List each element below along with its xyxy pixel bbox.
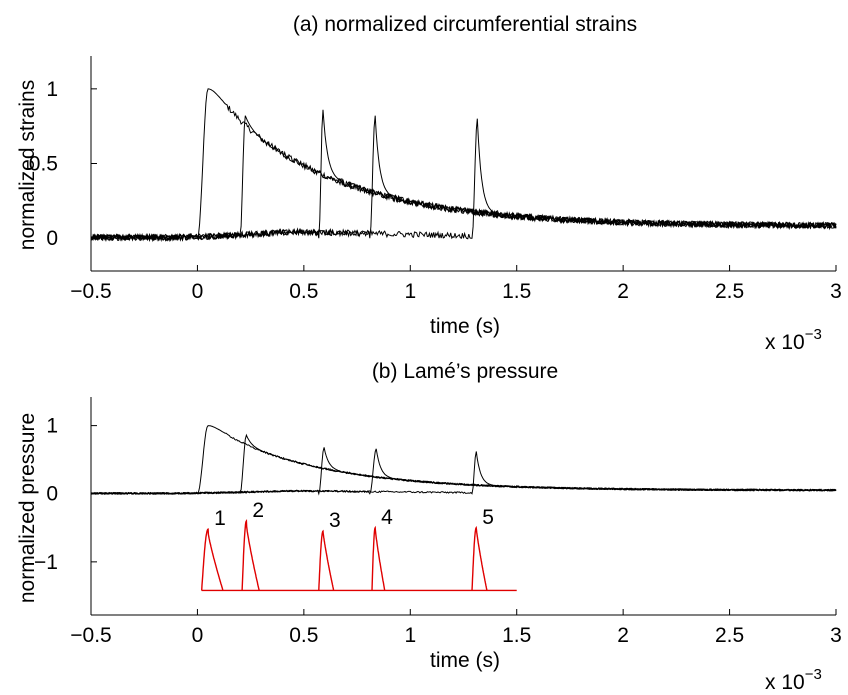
pulse-label-2: 2 xyxy=(252,499,264,522)
panel-a-title: (a) normalized circumferential strains xyxy=(293,13,637,36)
panel-b-x-tick-label: 0.5 xyxy=(289,624,318,647)
panel-b-axes xyxy=(90,397,837,616)
panel-b-x-tick-label: 3 xyxy=(830,624,842,647)
panel-b-y-tick-label: 1 xyxy=(46,415,58,438)
pulse-label-3: 3 xyxy=(329,509,341,532)
panel-a-trace-5 xyxy=(90,118,837,242)
panel-a-traces xyxy=(90,88,837,243)
panel-b-y-tick-label: 0 xyxy=(46,483,58,506)
panel-a-x-tick-label: 3 xyxy=(830,280,842,303)
panel-b-y-tick-label: −1 xyxy=(34,551,58,574)
panel-b-x-axis-label: time (s) xyxy=(430,649,500,672)
panel-b-tick-labels: −0.5 0 0.5 1 1.5 2 2.5 3 −1 0 1 xyxy=(34,415,842,647)
panel-a-x-tick-label: 1 xyxy=(404,280,416,303)
panel-b-x-multiplier: x 10−3 xyxy=(765,666,822,694)
pulse-label-4: 4 xyxy=(381,506,393,529)
panel-a-trace-4 xyxy=(90,115,837,243)
panel-b-trace-3 xyxy=(90,447,837,496)
panel-a-y-tick-label: 1 xyxy=(46,78,58,101)
panel-b: (b) Lamé’s pressure normalized pressure … xyxy=(16,360,842,694)
panel-a-x-multiplier: x 10−3 xyxy=(765,326,822,354)
panel-a-trace-3 xyxy=(90,109,837,243)
panel-b-x-tick-label: 0 xyxy=(192,624,204,647)
panel-a-tick-labels: −0.5 0 0.5 1 1.5 2 2.5 3 0 0.5 1 xyxy=(29,78,842,303)
panel-b-x-tick-label: 1.5 xyxy=(502,624,531,647)
panel-a-x-multiplier-exponent: −3 xyxy=(805,326,822,343)
panel-a-y-tick-label: 0.5 xyxy=(29,153,58,176)
panel-a: (a) normalized circumferential strains n… xyxy=(16,13,842,354)
panel-b-red-pulses xyxy=(201,519,517,592)
panel-a-trace-1 xyxy=(90,88,837,243)
pulse-label-1: 1 xyxy=(214,507,226,530)
panel-a-x-tick-label: 2.5 xyxy=(715,280,744,303)
red-pulse-3 xyxy=(318,529,335,591)
panel-a-x-tick-label: 2 xyxy=(617,280,629,303)
red-pulse-2 xyxy=(241,519,260,591)
panel-a-y-tick-label: 0 xyxy=(46,227,58,250)
panel-b-title: (b) Lamé’s pressure xyxy=(372,360,558,383)
panel-b-x-multiplier-exponent: −3 xyxy=(805,666,822,683)
pulse-label-5: 5 xyxy=(482,506,494,529)
panel-b-x-tick-label: 1 xyxy=(404,624,416,647)
panel-b-x-tick-label: −0.5 xyxy=(70,624,111,647)
red-pulse-4 xyxy=(371,525,386,591)
panel-b-x-tick-label: 2.5 xyxy=(715,624,744,647)
panel-b-trace-5 xyxy=(90,451,837,496)
panel-a-x-tick-label: −0.5 xyxy=(70,280,111,303)
panel-b-x-multiplier-base: x 10 xyxy=(765,671,805,694)
panel-a-x-axis-label: time (s) xyxy=(430,315,500,338)
panel-b-x-tick-label: 2 xyxy=(617,624,629,647)
panel-a-y-axis-label: normalized strains xyxy=(16,80,39,250)
panel-a-x-multiplier-base: x 10 xyxy=(765,331,805,354)
panel-b-y-axis-label: normalized pressure xyxy=(16,413,39,603)
panel-b-pulse-labels: 1 2 3 4 5 xyxy=(214,499,494,532)
panel-b-traces xyxy=(90,425,837,496)
red-pulse-1 xyxy=(201,528,224,591)
red-pulse-5 xyxy=(471,525,488,591)
panel-a-x-tick-label: 0 xyxy=(192,280,204,303)
panel-a-x-tick-label: 1.5 xyxy=(502,280,531,303)
panel-a-x-tick-label: 0.5 xyxy=(289,280,318,303)
